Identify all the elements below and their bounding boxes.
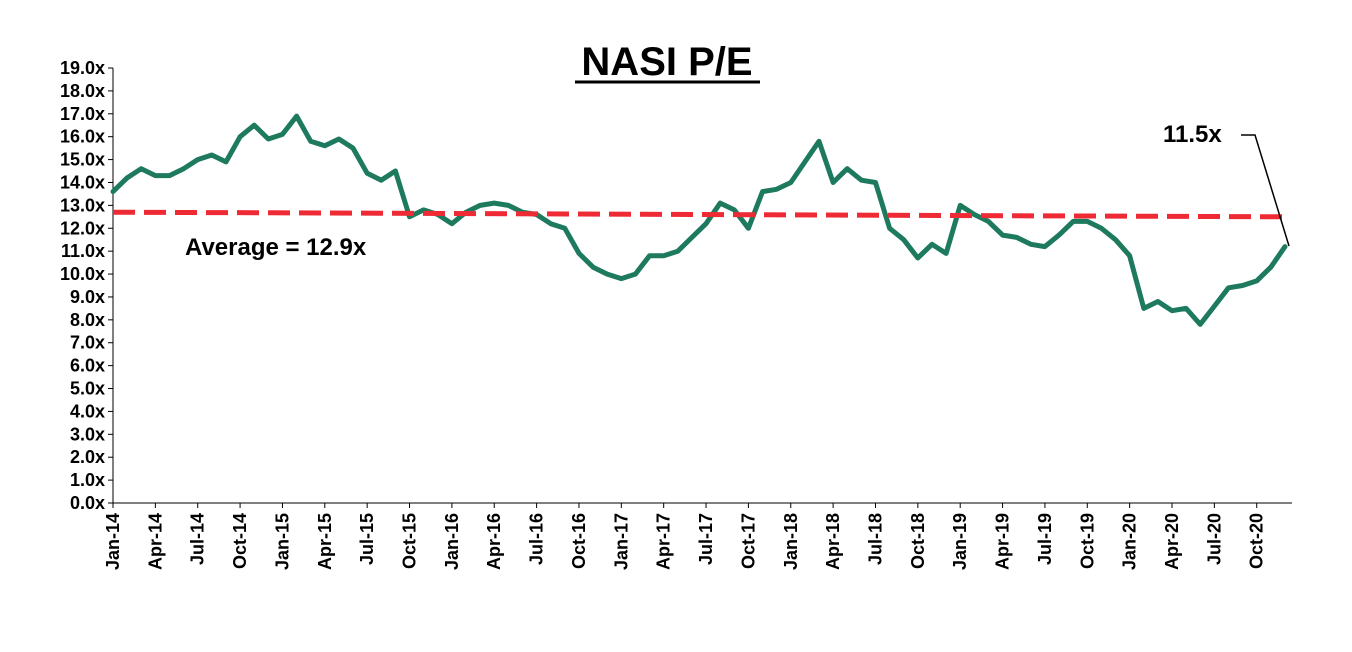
y-tick-label: 1.0x [70,470,105,490]
x-tick-label: Apr-18 [823,513,843,570]
x-tick-label: Jul-14 [188,513,208,565]
x-tick-label: Oct-17 [738,513,758,569]
x-tick-label: Jul-17 [696,513,716,565]
x-axis: Jan-14 Apr-14 Jul-14 Oct-14 Jan-15 Apr-15 Jul-… [103,502,1292,570]
x-tick-label: Jan-19 [950,513,970,570]
y-tick-label: 4.0x [70,401,105,421]
x-tick-label: Jan-15 [272,513,292,570]
y-tick-label: 14.0x [60,172,105,192]
x-tick-label: Jan-16 [442,513,462,570]
y-tick-label: 3.0x [70,424,105,444]
y-tick-label: 12.0x [60,218,105,238]
y-tick-label: 15.0x [60,150,105,170]
x-tick-label: Oct-20 [1247,513,1267,569]
x-tick-label: Jul-16 [527,513,547,565]
x-tick-label: Jan-14 [103,513,123,570]
x-tick-label: Jan-17 [611,513,631,570]
x-tick-label: Jul-15 [357,513,377,565]
y-tick-label: 16.0x [60,127,105,147]
x-tick-label: Jul-19 [1035,513,1055,565]
y-tick-label: 11.0x [61,241,105,261]
y-tick-label: 5.0x [70,379,105,399]
x-tick-label: Oct-18 [908,513,928,569]
y-tick-label: 0.0x [70,493,105,513]
y-tick-label: 17.0x [60,104,105,124]
x-tick-label: Oct-15 [400,513,420,569]
x-tick-label: Apr-16 [484,513,504,570]
y-axis: 0.0x 1.0x 2.0x 3.0x 4.0x5.0x 6.0x 7.0x 8.0x 9.0x… [60,58,114,513]
x-tick-label: Apr-14 [145,513,165,570]
x-tick-label: Jul-20 [1204,513,1224,565]
x-tick-label: Jan-20 [1120,513,1140,570]
average-line [112,209,1286,220]
last-value-leader-line [1241,134,1290,247]
y-tick-label: 9.0x [70,287,105,307]
series-layer [110,113,1288,327]
x-tick-label: Oct-14 [230,513,250,569]
y-tick-label: 13.0x [60,195,105,215]
y-tick-label: 18.0x [60,81,105,101]
x-tick-label: Oct-16 [569,513,589,569]
x-tick-label: Apr-19 [993,513,1013,570]
y-tick-label: 19.0x [60,58,105,78]
y-tick-label: 2.0x [70,447,105,467]
x-tick-label: Apr-15 [315,513,335,570]
pe-series-line [110,113,1288,327]
x-tick-label: Apr-17 [654,513,674,570]
y-tick-label: 6.0x [70,356,105,376]
last-value-label: 11.5x [1163,121,1222,148]
y-tick-label: 7.0x [70,333,105,353]
x-tick-label: Jan-18 [781,513,801,570]
y-tick-label: 8.0x [70,310,105,330]
x-tick-label: Oct-19 [1077,513,1097,569]
y-tick-label: 10.0x [60,264,105,284]
average-label: Average = 12.9x [185,234,367,261]
x-tick-label: Apr-20 [1162,513,1182,570]
x-tick-label: Jul-18 [865,513,885,565]
chart-title: NASI P/E [581,40,752,84]
